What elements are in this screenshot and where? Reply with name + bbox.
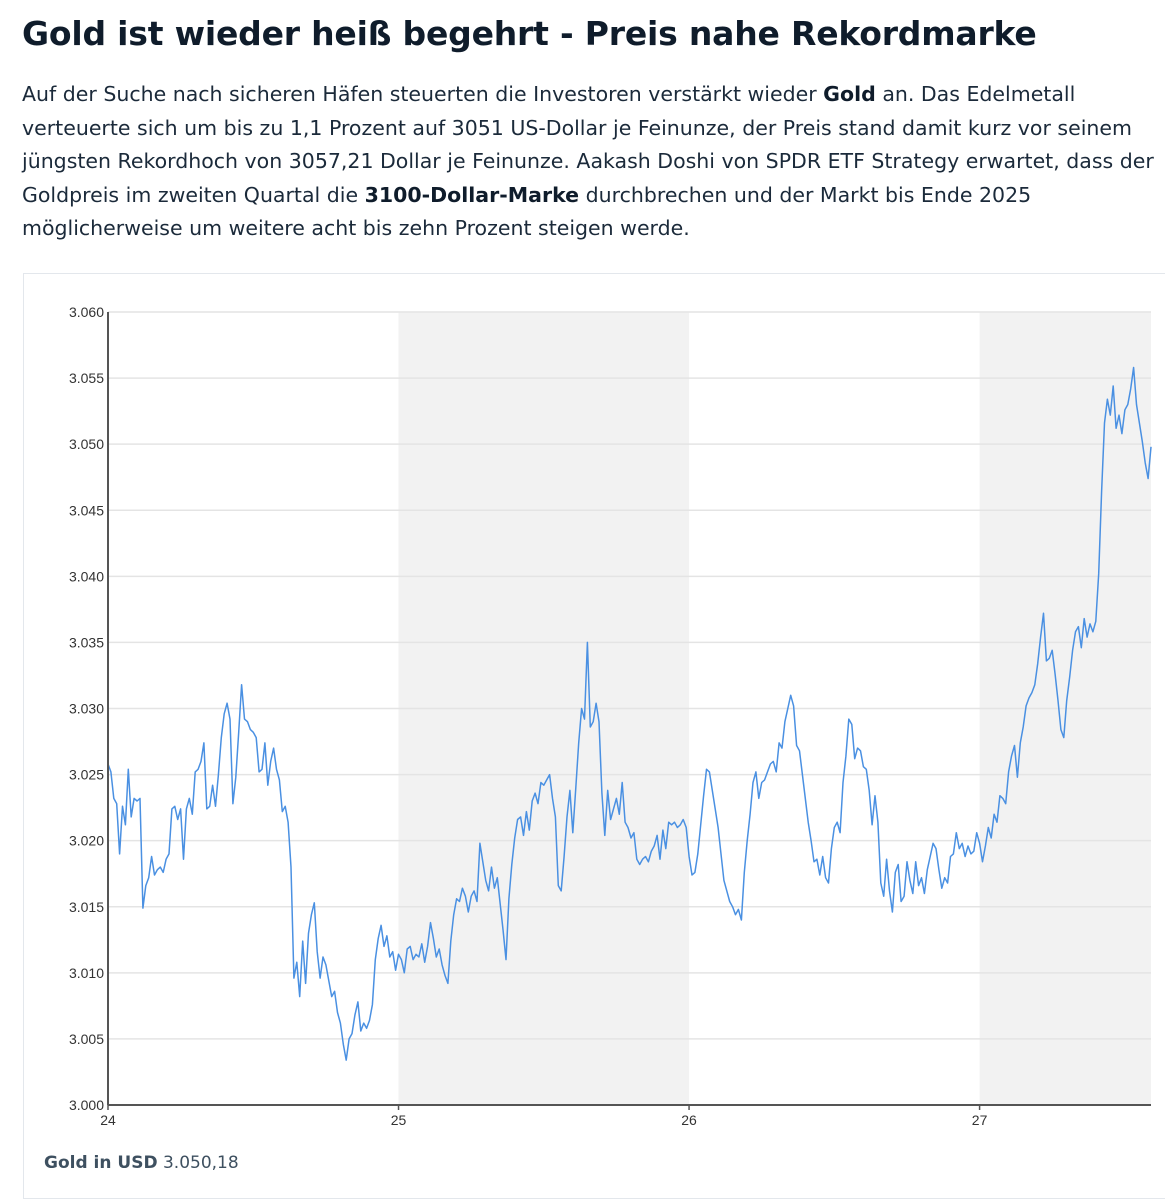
y-tick-label: 3.035: [69, 634, 104, 650]
y-tick-label: 3.025: [69, 767, 104, 783]
y-tick-label: 3.045: [69, 502, 104, 518]
x-tick-label: 27: [972, 1112, 988, 1128]
y-tick-label: 3.020: [69, 833, 104, 849]
y-tick-label: 3.005: [69, 1031, 104, 1047]
lead-text: Auf der Suche nach sicheren Häfen steuer…: [22, 82, 824, 106]
chart-svg: 3.000 3.005 3.010 3.015 3.020 3.025 3.030 3.035…: [69, 304, 1152, 1128]
x-tick-label: 25: [391, 1112, 407, 1128]
lead-text: an. Das Edelmetall verteuerte sich um bi…: [22, 82, 1154, 207]
y-tick-label: 3.040: [69, 568, 104, 584]
lead-text: durchbrechen und der Markt bis Ende 2025…: [22, 182, 1032, 241]
x-axis-ticks: 24 25 26 27: [100, 1105, 988, 1128]
article-lead: Auf der Suche nach sicheren Häfen steuer…: [22, 78, 1165, 246]
gold-price-line: [107, 366, 1152, 1061]
gold-price-chart: 3.000 3.005 3.010 3.015 3.020 3.025 3.030 3.035…: [23, 273, 1165, 1199]
y-tick-label: 3.015: [69, 899, 104, 915]
y-axis-ticks: 3.000 3.005 3.010 3.015 3.020 3.025 3.030 3.035…: [69, 304, 104, 1113]
x-tick-label: 24: [100, 1112, 116, 1128]
y-tick-label: 3.030: [69, 701, 104, 717]
y-tick-label: 3.050: [69, 436, 104, 452]
y-tick-label: 3.000: [69, 1097, 104, 1113]
y-tick-label: 3.060: [69, 304, 104, 320]
y-tick-label: 3.055: [69, 370, 104, 386]
chart-caption: Gold in USD 3.050,18: [44, 1153, 239, 1173]
y-tick-label: 3.010: [69, 965, 104, 981]
caption-label: Gold in USD: [44, 1153, 158, 1173]
caption-value: 3.050,18: [162, 1153, 239, 1173]
lead-bold-text: Gold: [823, 82, 876, 106]
lead-bold-text: 3100-Dollar-Marke: [364, 182, 580, 207]
x-tick-label: 26: [681, 1112, 697, 1128]
article-headline: Gold ist wieder heiß begehrt - Preis nah…: [22, 14, 1037, 53]
